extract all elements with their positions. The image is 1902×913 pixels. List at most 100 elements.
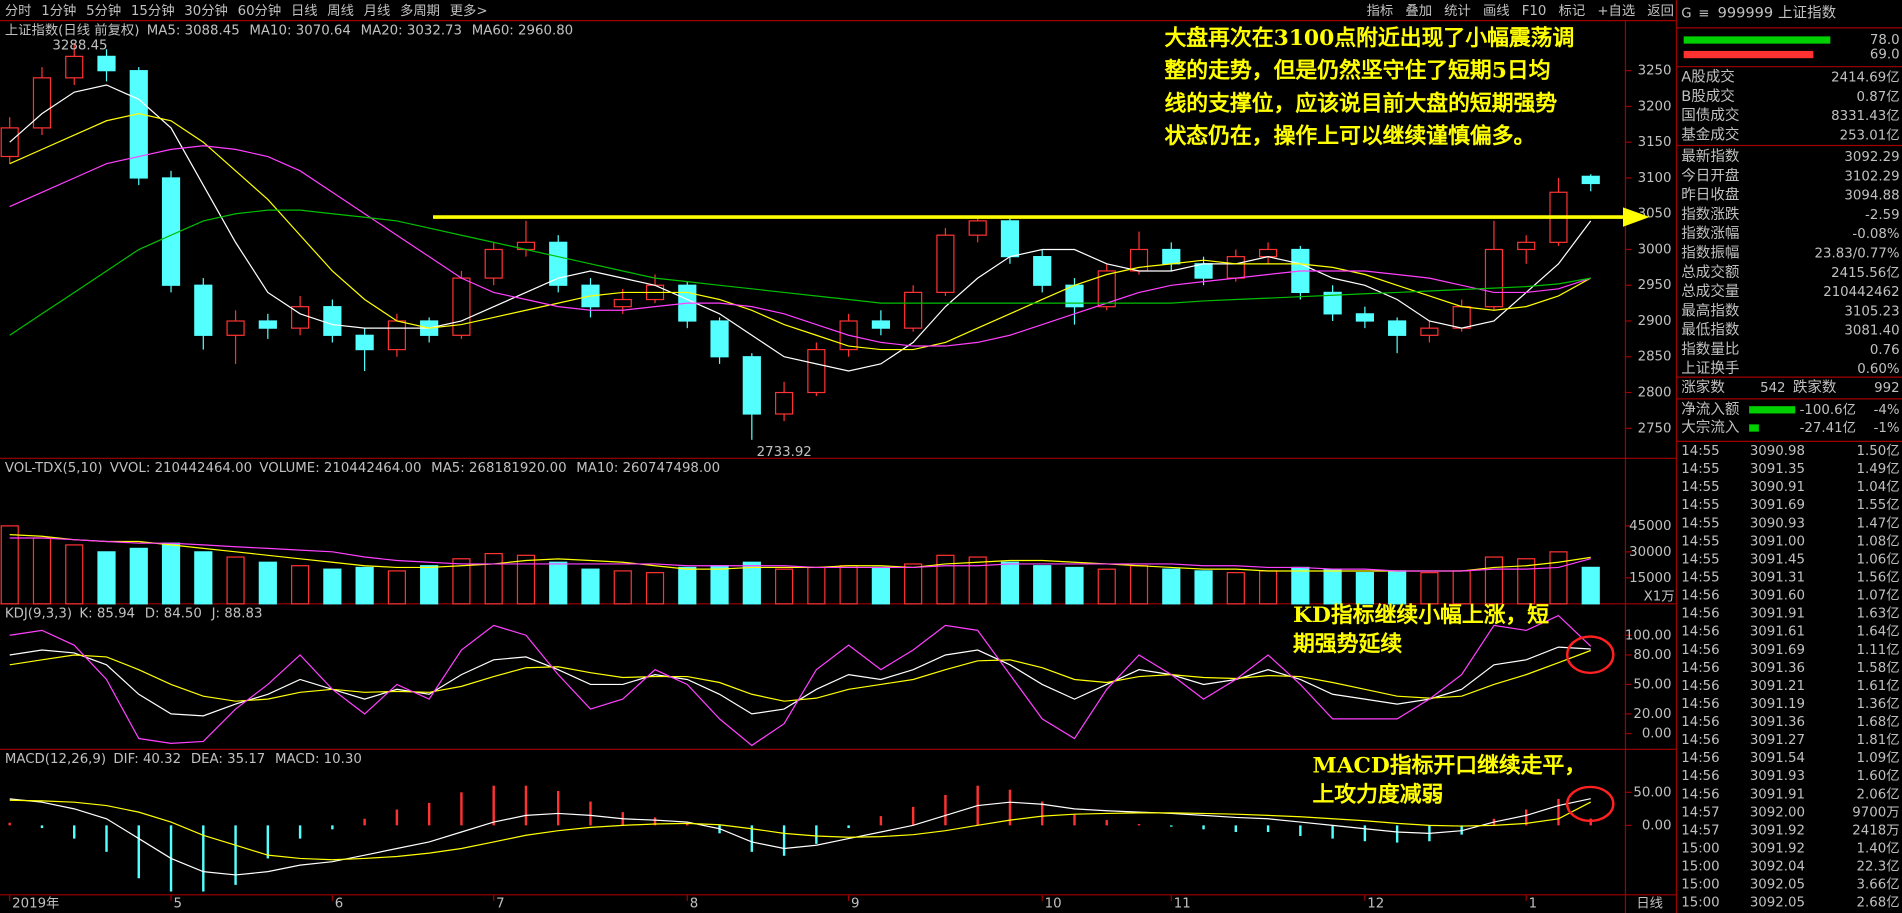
macd-bar [395, 809, 399, 826]
volume-bar [420, 565, 439, 605]
ratio-bar [1683, 50, 1814, 59]
macd-bar [1266, 825, 1270, 832]
tick-price: 3090.93 [1750, 516, 1805, 531]
x-tick-label: 12 [1367, 896, 1384, 911]
macd-bar [492, 785, 495, 826]
macd-bar [1008, 789, 1012, 826]
stat-value: 2415.56亿 [1831, 265, 1899, 281]
candle-body [226, 320, 245, 336]
toolbar-button[interactable]: 标记 [1559, 3, 1586, 19]
tick-volume: 1.60亿 [1857, 768, 1900, 784]
y-tick-label: 50.00 [1633, 677, 1671, 692]
macd-bar [1460, 825, 1463, 835]
period-tab[interactable]: 更多> [450, 2, 488, 19]
volume-bar [1291, 566, 1310, 605]
toolbar-button[interactable]: 画线 [1483, 3, 1510, 19]
candle-body [1581, 175, 1600, 185]
indicator-line [9, 798, 1591, 876]
flow-bar [1749, 424, 1759, 432]
x-tick-label: 1 [1529, 896, 1537, 911]
tick-time: 14:55 [1681, 462, 1719, 477]
x-tick-label: 9 [851, 896, 859, 911]
stat-value: 3092.29 [1844, 150, 1899, 165]
highlight-circle [1565, 635, 1615, 675]
tick-time: 15:00 [1681, 860, 1719, 875]
volume-bar [323, 568, 342, 605]
volume-bar [226, 556, 245, 605]
period-tab[interactable]: 分时 [5, 3, 32, 19]
tick-volume: 2418万 [1852, 823, 1899, 838]
period-tab[interactable]: 5分钟 [86, 2, 121, 19]
volume-bar [1065, 566, 1084, 605]
panel-title: 上证指数(日线 前复权) [5, 21, 140, 38]
legend-entry: VOLUME: 210442464.00 [259, 461, 421, 476]
toolbar-button[interactable]: F10 [1522, 4, 1547, 19]
legend-entry: DIF: 40.32 [113, 752, 181, 767]
y-tick-label: 2800 [1638, 386, 1672, 401]
volume-bar [1581, 566, 1600, 605]
macd-bar [1202, 825, 1205, 830]
volume-bar [291, 565, 310, 605]
period-tab[interactable]: 日线 [291, 3, 318, 19]
stat-value: 3102.29 [1844, 169, 1899, 184]
toolbar-button[interactable]: +自选 [1597, 3, 1635, 19]
y-tick-label: 15000 [1629, 571, 1671, 586]
toolbar-button[interactable]: 统计 [1444, 3, 1471, 19]
tick-price: 3091.45 [1750, 552, 1805, 567]
high-label: 3288.45 [52, 39, 107, 54]
volume-bar [1420, 572, 1439, 605]
volume-bar [613, 570, 632, 605]
candle-body [807, 349, 826, 394]
candle-body [1226, 256, 1245, 279]
y-tick-label: 45000 [1629, 519, 1671, 534]
tick-time: 14:56 [1681, 589, 1719, 604]
tick-price: 3091.27 [1750, 733, 1805, 748]
y-tick-label: 100.00 [1625, 628, 1672, 643]
tick-time: 14:55 [1681, 552, 1719, 567]
volume-bar [0, 525, 19, 605]
indicator-line [9, 799, 1592, 861]
y-tick-label: 3000 [1638, 242, 1672, 257]
tick-price: 3091.93 [1750, 769, 1805, 784]
period-tab[interactable]: 多周期 [400, 2, 440, 19]
volume-bar [678, 566, 697, 605]
tick-price: 3090.98 [1750, 444, 1805, 459]
annotation: 上攻力度减弱 [1312, 781, 1443, 807]
candle-body [1388, 320, 1407, 336]
stat-value: 0.87亿 [1857, 89, 1900, 105]
y-tick-label: 3150 [1638, 135, 1672, 150]
period-tab[interactable]: 1分钟 [41, 2, 76, 19]
period-tab[interactable]: 周线 [327, 3, 354, 19]
stock-code: 999999 [1718, 4, 1774, 21]
period-tab[interactable]: 15分钟 [131, 2, 175, 19]
toolbar-button[interactable]: 叠加 [1405, 3, 1432, 19]
toolbar-button[interactable]: 返回 [1647, 3, 1674, 19]
annotation: 状态仍在，操作上可以继续谨慎偏多。 [1164, 123, 1535, 149]
candle-body [97, 55, 116, 72]
candle-body [258, 320, 277, 329]
stat-label: 指数涨跌 [1681, 206, 1740, 223]
tick-price: 3090.91 [1750, 480, 1805, 495]
tick-volume: 1.68亿 [1857, 714, 1900, 730]
stat-label: 指数量比 [1681, 341, 1739, 358]
tick-volume: 2.68亿 [1857, 895, 1900, 911]
tick-volume: 1.47亿 [1857, 515, 1900, 531]
tick-volume: 1.36亿 [1857, 696, 1900, 712]
period-tab[interactable]: 30分钟 [184, 2, 228, 19]
toolbar-button[interactable]: 指标 [1367, 3, 1394, 19]
indicator-line [9, 537, 1591, 572]
tick-volume: 1.08亿 [1857, 533, 1900, 549]
volume-bar [355, 566, 374, 605]
tick-volume: 1.49亿 [1857, 461, 1900, 477]
tick-price: 3092.05 [1750, 896, 1805, 911]
macd-bar [1073, 814, 1076, 826]
volume-bar [1162, 568, 1181, 605]
y-tick-label: 0.00 [1642, 727, 1672, 742]
y-tick-label: 2950 [1638, 278, 1672, 293]
candle-body [1033, 256, 1052, 286]
period-tab[interactable]: 60分钟 [238, 2, 282, 19]
stat-value: 0.60% [1857, 362, 1899, 377]
ratio-label: 69.0 [1870, 48, 1900, 63]
period-tab[interactable]: 月线 [364, 3, 391, 19]
tick-volume: 1.55亿 [1857, 497, 1900, 513]
